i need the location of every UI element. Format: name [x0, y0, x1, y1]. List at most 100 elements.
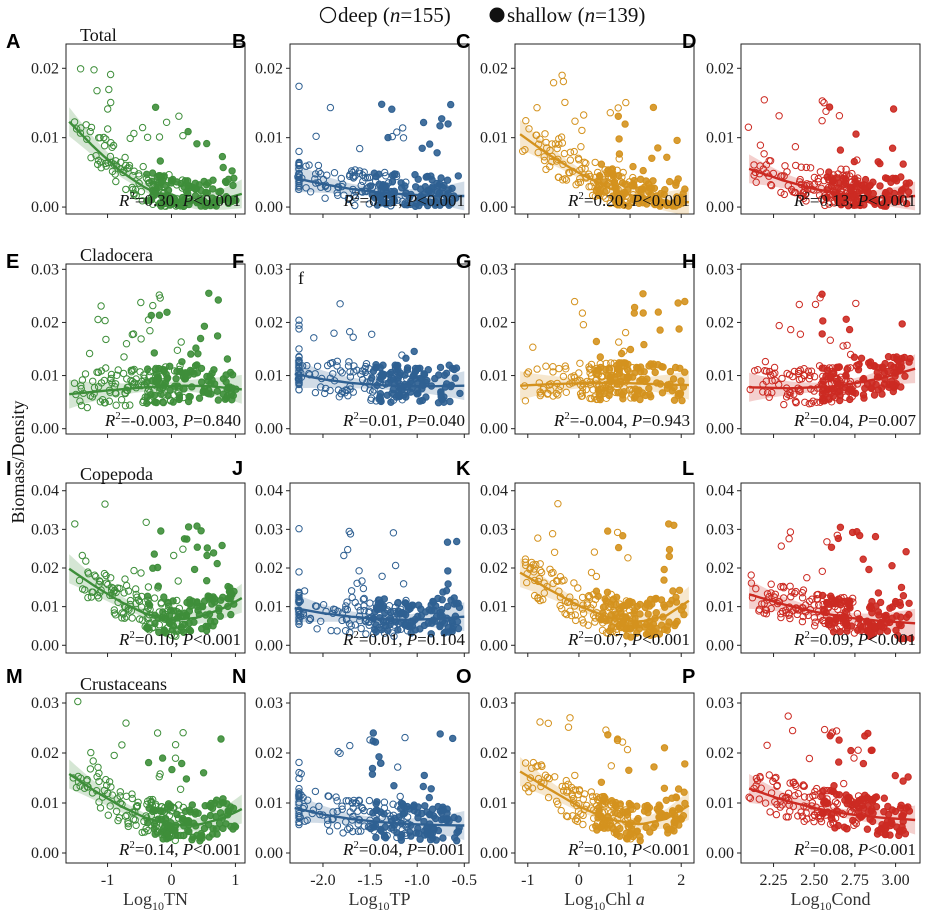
x-tick-label: -1.0: [405, 872, 430, 889]
point-shallow: [642, 823, 650, 832]
point-deep: [117, 396, 126, 404]
confidence-band: [69, 554, 242, 625]
point-shallow: [407, 832, 415, 840]
point-deep: [134, 798, 142, 806]
point-deep: [344, 362, 353, 370]
y-tick-label: 0.02: [480, 60, 508, 77]
point-deep: [104, 789, 112, 797]
point-deep: [555, 140, 563, 149]
point-deep: [338, 802, 346, 810]
y-tick-label: 0.00: [480, 199, 508, 216]
point-deep: [578, 126, 586, 135]
point-shallow: [624, 202, 633, 210]
point-shallow: [164, 186, 173, 195]
point-deep: [126, 401, 134, 409]
point-shallow: [820, 797, 828, 805]
point-deep: [556, 601, 564, 610]
point-deep: [333, 357, 341, 365]
point-shallow: [454, 624, 463, 633]
point-deep: [563, 610, 571, 619]
point-deep: [810, 817, 818, 826]
y-tick-label: 0.02: [706, 560, 734, 577]
r2-symbol: R: [567, 630, 579, 649]
point-shallow: [219, 163, 227, 172]
point-shallow: [199, 769, 208, 777]
point-deep: [342, 602, 350, 610]
r2-superscript: 2: [353, 839, 359, 851]
point-shallow: [419, 118, 428, 127]
point-deep: [786, 391, 794, 400]
panel-M: 0.00 0.01 0.02 0.03 -1 0 1 R2=0.14, P<0.001 M Cru…: [6, 666, 246, 889]
point-shallow: [827, 592, 835, 600]
legend-deep-count: =155): [400, 3, 450, 27]
point-shallow: [399, 800, 407, 808]
point-deep: [74, 697, 82, 706]
point-deep: [295, 809, 303, 818]
point-shallow: [372, 603, 381, 612]
point-deep: [134, 596, 143, 604]
point-shallow: [888, 562, 896, 570]
point-deep: [587, 568, 596, 577]
point-shallow: [232, 196, 240, 205]
point-shallow: [847, 622, 856, 630]
panel-letter: G: [456, 251, 472, 273]
y-tick-label: 0.00: [706, 845, 734, 862]
y-tick-label: 0.04: [706, 483, 734, 500]
point-deep: [354, 827, 362, 835]
legend-shallow-label: shallow (: [507, 3, 585, 27]
y-tick-label: 0.03: [706, 521, 734, 538]
point-deep: [132, 599, 140, 608]
point-deep: [624, 554, 632, 562]
panel-G: 0.00 0.01 0.02 0.03 R2=-0.004, P=0.943 G: [456, 251, 695, 438]
point-shallow: [827, 543, 836, 551]
x-tick-label: 0: [575, 872, 583, 889]
point-shallow: [436, 363, 445, 372]
y-tick-label: 0.01: [706, 795, 734, 812]
point-shallow: [671, 819, 679, 827]
point-deep: [820, 99, 828, 107]
y-tick-label: 0.03: [31, 521, 59, 538]
point-deep: [122, 719, 130, 727]
point-shallow: [209, 549, 218, 557]
p-value: <0.001: [417, 191, 465, 210]
point-deep: [522, 117, 530, 125]
point-shallow: [829, 628, 838, 636]
point-shallow: [373, 798, 381, 806]
point-deep: [813, 595, 821, 603]
fit-line: [68, 773, 243, 827]
point-deep: [351, 621, 359, 629]
point-deep: [96, 804, 105, 812]
point-shallow: [678, 396, 686, 405]
point-deep: [306, 188, 315, 196]
point-deep: [578, 388, 587, 396]
point-deep: [544, 793, 553, 802]
point-deep: [127, 368, 136, 376]
point-deep: [767, 181, 776, 190]
y-tick-label: 0.02: [706, 60, 734, 77]
point-deep: [107, 574, 115, 582]
point-shallow: [446, 397, 454, 406]
point-shallow: [897, 801, 905, 809]
point-deep: [135, 615, 144, 623]
point-deep: [840, 779, 848, 788]
point-deep: [808, 799, 816, 807]
point-deep: [110, 751, 118, 760]
point-deep: [100, 569, 109, 578]
point-shallow: [444, 567, 452, 575]
point-shallow: [617, 609, 625, 617]
point-shallow: [886, 604, 894, 612]
point-shallow: [594, 184, 602, 192]
point-shallow: [626, 345, 635, 354]
p-value: <0.001: [642, 191, 690, 210]
point-deep: [324, 792, 332, 800]
point-deep: [810, 173, 819, 182]
y-tick-label: 0.01: [31, 795, 59, 812]
point-shallow: [151, 619, 159, 628]
point-deep: [523, 578, 531, 587]
group-label: Copepoda: [80, 464, 153, 484]
point-deep: [802, 809, 810, 817]
point-shallow: [172, 375, 180, 383]
panel-letter: I: [6, 458, 12, 480]
point-deep: [751, 367, 759, 375]
point-deep: [778, 374, 786, 383]
